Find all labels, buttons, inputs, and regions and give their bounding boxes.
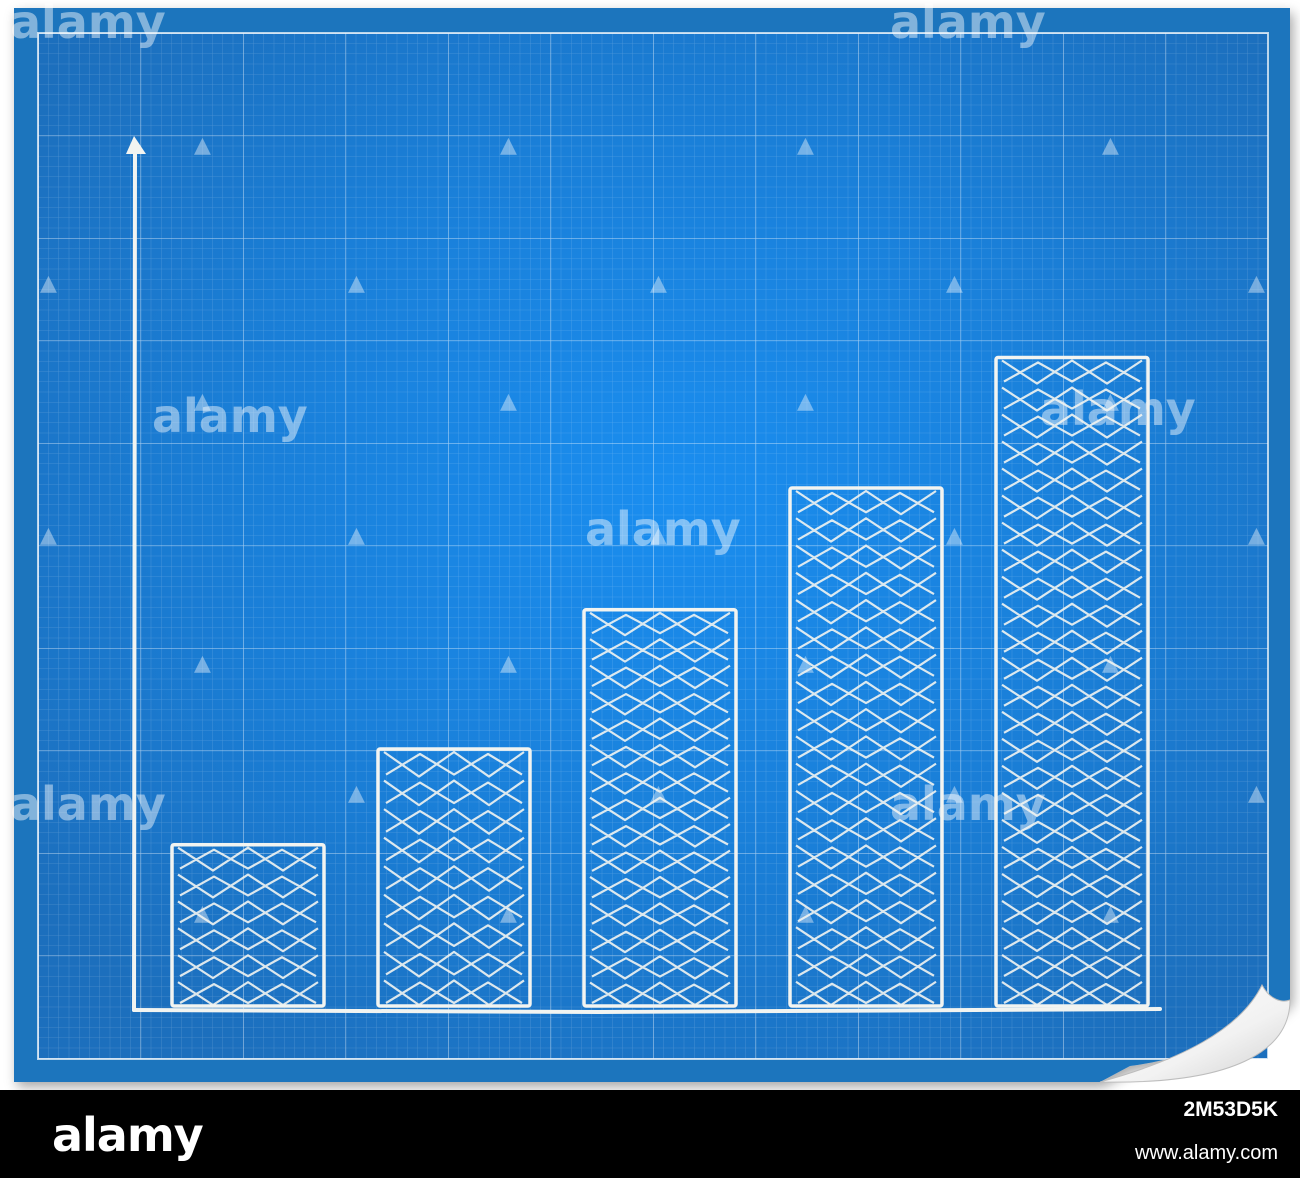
watermark-a-icon: ▲ xyxy=(500,133,517,158)
watermark-icons: ▲ ▲ ▲ ▲▲ ▲ ▲ ▲ ▲▲ ▲ ▲ ▲▲ ▲ ▲ ▲ ▲▲ ▲ ▲ ▲▲ ▲ ▲ ▲▲ ▲ ▲ ▲ xyxy=(40,133,1265,926)
bar xyxy=(170,842,326,1008)
bar-scribble xyxy=(589,611,731,1007)
footer-brand-logo: alamy xyxy=(52,1108,204,1162)
y-axis-arrow-icon xyxy=(126,136,146,154)
footer-bar: alamy 2M53D5K www.alamy.com xyxy=(0,1090,1300,1178)
watermark-a-icon: ▲ xyxy=(650,523,667,548)
watermark-a-icon: ▲ xyxy=(500,651,517,676)
watermark-a-icon: ▲ xyxy=(1102,133,1119,158)
watermark-a-icon: ▲ xyxy=(797,389,814,414)
major-grid xyxy=(38,33,1268,1059)
watermark-a-icon: ▲ xyxy=(194,389,211,414)
x-axis-line xyxy=(132,1007,1162,1015)
watermark-a-icon: ▲ xyxy=(1248,271,1265,296)
watermark-a-icon: ▲ xyxy=(348,523,365,548)
watermark-a-icon: ▲ xyxy=(1248,781,1265,806)
page-curl-corner xyxy=(1099,983,1291,1083)
watermark-a-icon: ▲ xyxy=(500,389,517,414)
watermark-a-icon: ▲ xyxy=(40,523,57,548)
watermark-a-icon: ▲ xyxy=(348,781,365,806)
blueprint-scene: alamy alamy alamy alamy alamy alamy alam… xyxy=(10,0,1291,1083)
footer-site-url: www.alamy.com xyxy=(1135,1142,1278,1164)
watermark-a-icon: ▲ xyxy=(194,133,211,158)
watermark-text: alamy xyxy=(585,502,741,556)
watermark-text: alamy xyxy=(890,0,1046,49)
watermark-a-icon: ▲ xyxy=(797,133,814,158)
watermark-text: alamy xyxy=(152,389,308,443)
watermark-a-icon: ▲ xyxy=(194,651,211,676)
bar-scribble xyxy=(383,750,525,1007)
bar xyxy=(788,486,944,1008)
sheet-border xyxy=(37,32,1269,1060)
bar xyxy=(376,747,532,1008)
footer-image-id: 2M53D5K xyxy=(1183,1098,1278,1121)
watermark-a-icon: ▲ xyxy=(946,523,963,548)
watermark-text: alamy xyxy=(10,777,166,831)
watermark-a-icon: ▲ xyxy=(348,271,365,296)
watermark-a-icon: ▲ xyxy=(946,781,963,806)
bar xyxy=(582,608,738,1008)
y-axis-line xyxy=(132,148,137,1012)
bar xyxy=(994,355,1150,1008)
watermark-a-icon: ▲ xyxy=(1248,523,1265,548)
watermark-text: alamy xyxy=(10,0,166,49)
bar-scribble xyxy=(795,489,937,1007)
watermark-a-icon: ▲ xyxy=(40,271,57,296)
watermark-a-icon: ▲ xyxy=(650,271,667,296)
bar-scribble xyxy=(177,846,319,1007)
bar-scribble xyxy=(1001,359,1143,1007)
watermark-a-icon: ▲ xyxy=(946,271,963,296)
bar-chart xyxy=(126,136,1162,1015)
